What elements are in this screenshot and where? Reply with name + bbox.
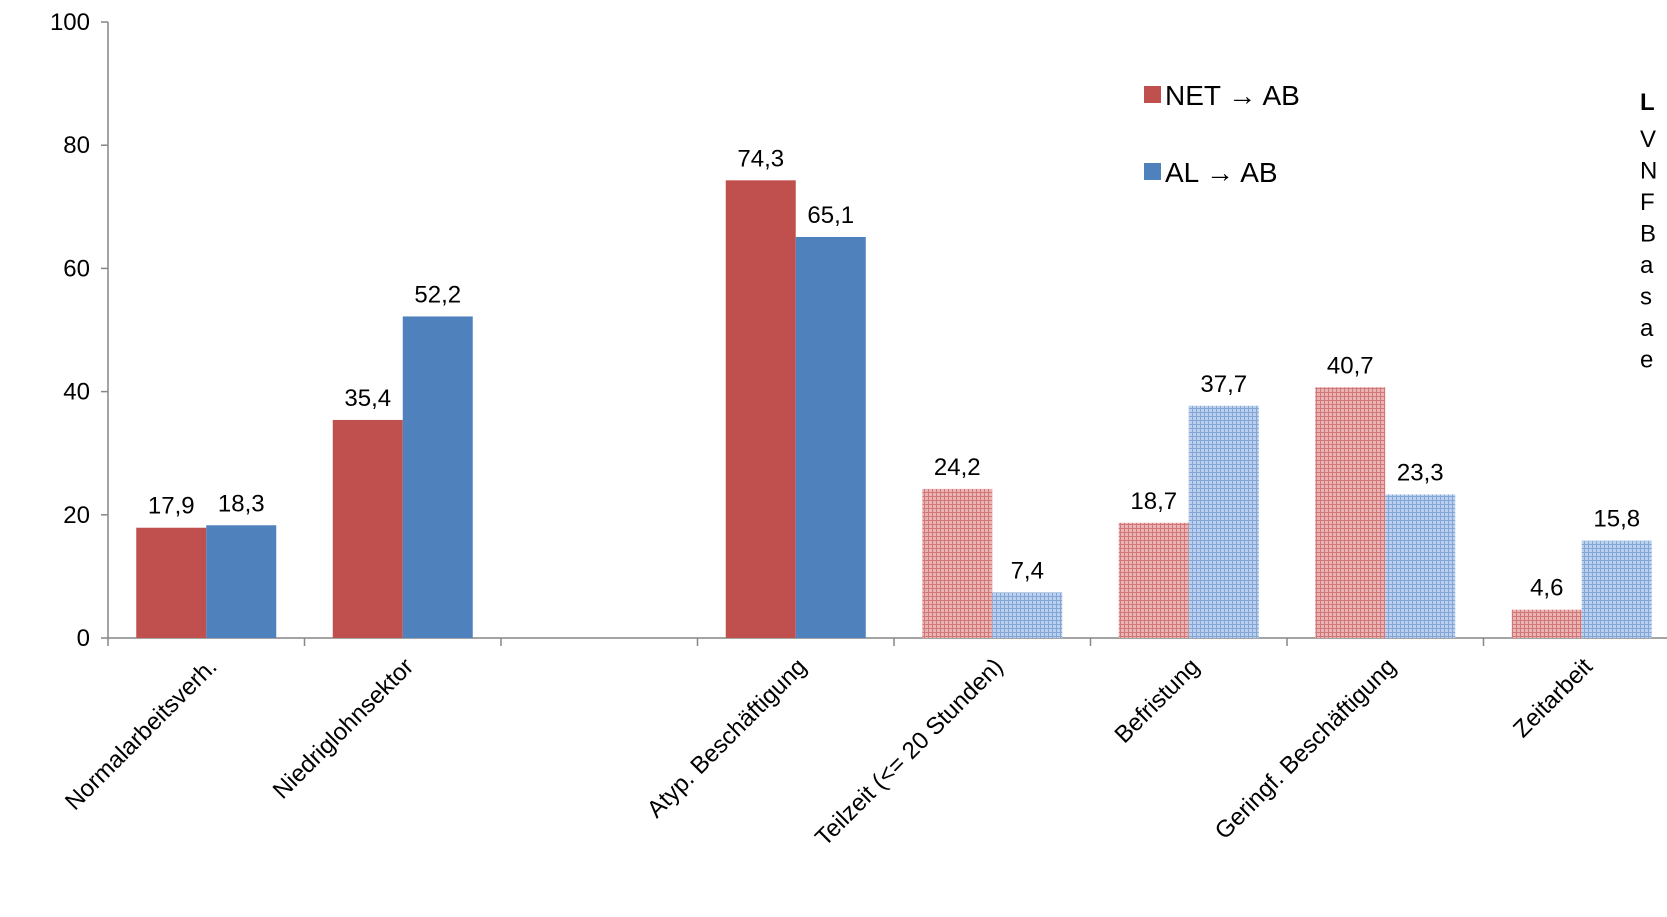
x-tick-label: Teilzeit (<= 20 Stunden) — [810, 653, 1008, 851]
x-tick-label: Befristung — [1109, 653, 1205, 749]
legend-swatch-net-ab — [1144, 86, 1161, 103]
data-label: 40,7 — [1327, 352, 1374, 379]
bar-net-ab — [922, 488, 993, 638]
data-label: 35,4 — [344, 385, 391, 412]
bar-net-ab — [725, 180, 796, 638]
side-note-line: a — [1640, 252, 1654, 279]
y-tick-label: 80 — [63, 132, 90, 159]
bar-al-ab — [206, 525, 277, 638]
y-tick-label: 100 — [50, 9, 90, 36]
data-label: 17,9 — [148, 493, 195, 520]
bar-net-ab — [332, 419, 403, 638]
data-label: 65,1 — [807, 202, 854, 229]
data-label: 7,4 — [1011, 557, 1044, 584]
x-tick-label: Niedriglohnsektor — [268, 653, 419, 804]
x-tick-label: Geringf. Beschäftigung — [1210, 653, 1402, 845]
x-tick-label: Normalarbeitsverh. — [60, 653, 222, 815]
side-note-line: s — [1640, 284, 1652, 311]
bar-al-ab — [1581, 540, 1652, 638]
side-note-line: a — [1640, 315, 1654, 342]
bars-layer — [136, 180, 1652, 638]
bar-net-ab — [136, 527, 207, 638]
bar-net-ab — [1511, 609, 1582, 638]
bar-al-ab — [992, 592, 1063, 638]
data-label: 23,3 — [1397, 459, 1444, 486]
bar-al-ab — [795, 236, 866, 638]
legend-label-al-ab: AL → AB — [1165, 157, 1278, 188]
bar-al-ab — [1188, 405, 1259, 638]
y-tick-label: 20 — [63, 502, 90, 529]
side-note-line: N — [1640, 158, 1657, 185]
y-tick-label: 40 — [63, 379, 90, 406]
data-label: 4,6 — [1530, 575, 1563, 602]
data-label: 18,7 — [1130, 488, 1177, 515]
bar-net-ab — [1315, 387, 1386, 638]
legend: NET → AB AL → AB — [1144, 80, 1300, 188]
y-tick-label: 60 — [63, 255, 90, 282]
bar-al-ab — [402, 316, 473, 638]
x-tick-label: Atyp. Beschäftigung — [642, 653, 812, 823]
side-note-title: L — [1640, 89, 1655, 116]
data-label: 52,2 — [414, 281, 461, 308]
data-label: 74,3 — [737, 145, 784, 172]
side-note-line: B — [1640, 221, 1656, 248]
legend-swatch-al-ab — [1144, 163, 1161, 180]
data-label: 37,7 — [1200, 371, 1247, 398]
data-label: 15,8 — [1593, 506, 1640, 533]
y-tick-label: 0 — [77, 625, 90, 652]
data-label: 18,3 — [218, 490, 265, 517]
side-note-line: e — [1640, 347, 1653, 374]
legend-label-net-ab: NET → AB — [1165, 80, 1300, 111]
side-note-line: V — [1640, 126, 1656, 153]
bar-net-ab — [1118, 522, 1189, 638]
data-label: 24,2 — [934, 454, 981, 481]
bar-al-ab — [1385, 494, 1456, 638]
side-note-line: F — [1640, 189, 1655, 216]
x-tick-label: Zeitarbeit — [1508, 653, 1598, 743]
